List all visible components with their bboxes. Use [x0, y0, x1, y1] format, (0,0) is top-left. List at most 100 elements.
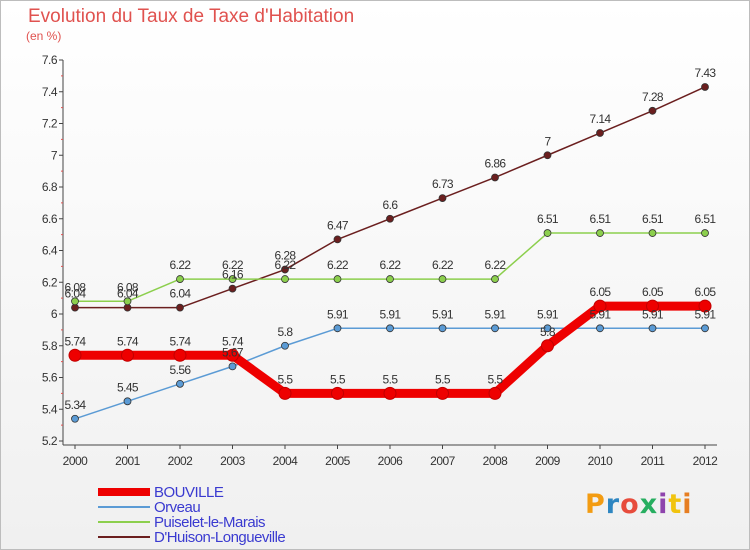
logo-letter: i: [658, 489, 669, 520]
logo-letter: P: [585, 489, 606, 520]
data-point-bouville: [593, 299, 607, 313]
y-tick-label: 5.8: [42, 339, 58, 353]
data-point-puiselet: [386, 275, 394, 283]
x-tick-label: 2009: [535, 454, 561, 468]
data-point-dhuison: [596, 129, 604, 137]
data-point-puiselet: [176, 275, 184, 283]
y-tick-label: 6.6: [42, 212, 58, 226]
y-tick-label: 7.2: [42, 117, 58, 131]
data-point-dhuison: [333, 235, 342, 244]
data-label-orveau: 5.34: [65, 398, 87, 412]
logo-letter: x: [639, 489, 659, 520]
x-tick-label: 2007: [430, 454, 456, 468]
data-point-orveau: [701, 324, 709, 333]
data-label-puiselet: 6.22: [170, 258, 192, 272]
data-label-orveau: 5.56: [170, 363, 192, 377]
data-label-puiselet: 6.08: [65, 280, 87, 294]
data-point-dhuison: [701, 83, 709, 91]
data-label-orveau: 5.91: [537, 307, 559, 321]
legend-swatch-dhuison: [98, 536, 150, 538]
data-point-bouville: [68, 348, 82, 362]
x-tick-label: 2010: [588, 454, 614, 468]
data-point-bouville: [436, 386, 449, 400]
data-point-dhuison: [438, 194, 447, 203]
data-label-dhuison: 7.14: [590, 112, 612, 126]
x-tick-label: 2003: [220, 454, 246, 468]
x-tick-label: 2006: [378, 454, 404, 468]
data-point-bouville: [488, 386, 502, 400]
x-tick-label: 2012: [693, 454, 719, 468]
logo-letter: i: [682, 489, 693, 520]
data-label-orveau: 5.91: [380, 307, 402, 321]
data-point-puiselet: [71, 297, 79, 306]
y-tick-label: 6: [51, 307, 58, 321]
data-point-puiselet: [281, 275, 289, 283]
data-label-dhuison: 6.73: [432, 177, 454, 191]
data-label-bouville: 6.05: [590, 285, 612, 299]
data-point-puiselet: [123, 297, 132, 306]
data-label-bouville: 5.74: [222, 334, 244, 348]
proxiti-logo: Proxiti: [585, 489, 693, 520]
data-label-puiselet: 6.51: [695, 212, 717, 226]
data-label-orveau: 5.91: [695, 307, 717, 321]
x-tick-label: 2004: [273, 454, 299, 468]
data-label-bouville: 5.5: [488, 372, 504, 386]
data-label-orveau: 5.45: [117, 380, 139, 394]
data-label-puiselet: 6.22: [327, 258, 349, 272]
legend-item-dhuison: D'Huison-Longueville: [98, 528, 286, 546]
legend-item-orveau: Orveau: [98, 499, 201, 516]
data-point-orveau: [596, 324, 604, 333]
data-point-dhuison: [491, 173, 499, 182]
data-label-dhuison: 6.47: [327, 218, 349, 232]
data-point-orveau: [123, 397, 132, 406]
data-label-dhuison: 6.86: [485, 156, 507, 170]
data-point-bouville: [541, 339, 554, 353]
data-point-bouville: [226, 348, 239, 362]
legend-swatch-puiselet: [98, 521, 150, 523]
y-tick-label: 6.4: [42, 244, 58, 258]
y-tick-label: 5.4: [42, 402, 58, 416]
data-label-dhuison: 6.04: [170, 287, 192, 301]
legend-label-puiselet: Puiselet-le-Marais: [154, 513, 266, 531]
x-tick-label: 2011: [641, 454, 666, 468]
logo-letter: o: [620, 489, 640, 520]
data-label-dhuison: 6.28: [275, 249, 297, 263]
x-tick-label: 2001: [115, 454, 141, 468]
data-point-puiselet: [648, 229, 657, 237]
data-label-bouville: 5.74: [170, 334, 192, 348]
data-point-orveau: [333, 324, 342, 333]
data-point-orveau: [648, 324, 657, 333]
data-label-puiselet: 6.22: [380, 258, 402, 272]
data-label-dhuison: 6.6: [383, 198, 399, 212]
legend-swatch-bouville: [98, 488, 150, 496]
data-point-puiselet: [491, 275, 499, 283]
data-point-bouville: [331, 386, 344, 400]
data-label-puiselet: 6.22: [432, 258, 454, 272]
data-label-orveau: 5.67: [222, 345, 244, 359]
y-tick-label: 7.6: [42, 53, 58, 67]
legend-label-dhuison: D'Huison-Longueville: [154, 528, 286, 546]
data-label-dhuison: 7.28: [642, 90, 664, 104]
data-label-dhuison: 7: [544, 134, 551, 148]
chart-subtitle: (en %): [26, 29, 62, 43]
data-point-orveau: [176, 379, 184, 388]
data-point-dhuison: [648, 106, 657, 115]
legend-label-bouville: BOUVILLE: [154, 483, 224, 501]
data-label-bouville: 6.05: [642, 285, 664, 299]
data-point-orveau: [228, 362, 237, 371]
data-point-bouville: [278, 386, 292, 400]
x-tick-label: 2005: [325, 454, 351, 468]
data-label-bouville: 5.5: [278, 372, 294, 386]
logo-letter: r: [605, 489, 621, 520]
data-label-puiselet: 6.51: [590, 212, 612, 226]
data-point-orveau: [71, 414, 79, 423]
data-point-puiselet: [543, 229, 552, 237]
x-tick-label: 2008: [483, 454, 509, 468]
data-point-dhuison: [281, 265, 289, 274]
data-point-dhuison: [176, 303, 184, 312]
y-tick-label: 7: [51, 148, 58, 162]
data-label-puiselet: 6.51: [537, 212, 559, 226]
data-label-orveau: 5.91: [327, 307, 349, 321]
data-point-puiselet: [228, 275, 237, 283]
